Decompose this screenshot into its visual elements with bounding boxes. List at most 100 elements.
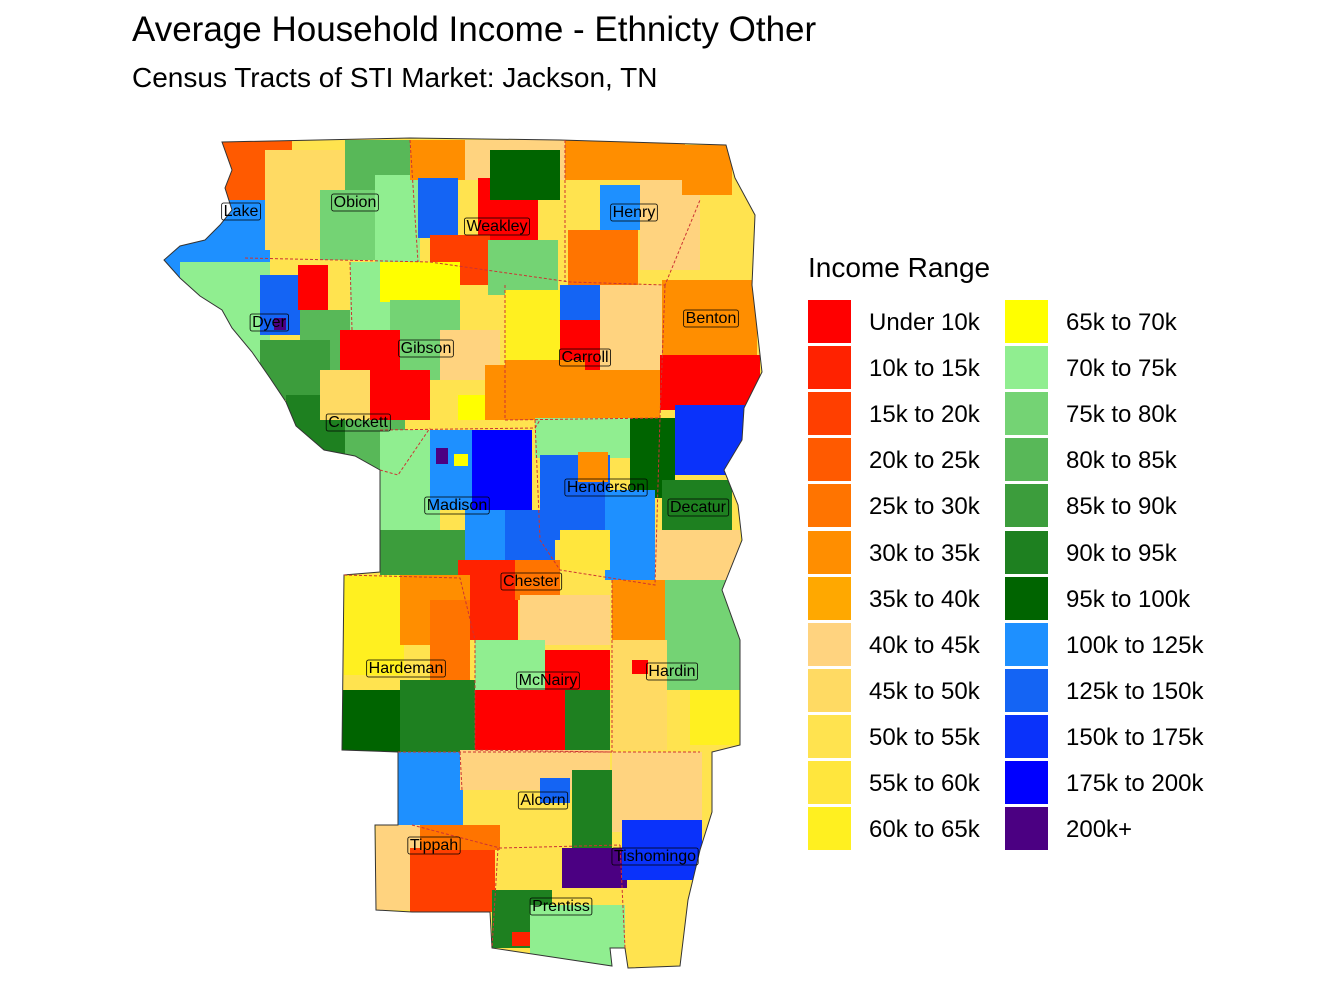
region-outline (163, 137, 763, 969)
county-label-box (646, 662, 698, 681)
county-label-box (517, 791, 569, 810)
legend-label: 50k to 55k (869, 723, 980, 751)
legend-swatch (808, 761, 851, 804)
tract (515, 560, 560, 600)
tract (342, 690, 402, 752)
county-label-box (221, 202, 261, 221)
county-label-tishomingo: Tishomingo (611, 847, 699, 866)
tract (632, 660, 648, 674)
legend-label: 45k to 50k (869, 677, 980, 705)
county-label-gibson: Gibson (398, 339, 454, 358)
legend-swatch (808, 438, 851, 482)
tract (454, 454, 468, 466)
tract (700, 200, 755, 290)
tract (612, 580, 667, 640)
county-label-box (398, 339, 454, 358)
legend-swatch (1005, 807, 1048, 851)
legend-swatch (808, 484, 851, 528)
tract (475, 640, 545, 690)
legend-swatch (808, 346, 851, 390)
tract (690, 690, 740, 745)
county-label-box (610, 203, 658, 222)
tract (578, 452, 608, 482)
tract (505, 360, 585, 420)
county-boundaries (244, 139, 701, 949)
legend-label: 70k to 75k (1066, 355, 1177, 383)
legend-label: 175k to 200k (1066, 770, 1204, 797)
legend-label: 60k to 65k (869, 816, 980, 844)
legend-label: Under 10k (869, 309, 980, 336)
legend-label: 90k to 95k (1066, 539, 1177, 567)
legend-label: 75k to 80k (1066, 401, 1177, 429)
county-label-benton: Benton (683, 309, 739, 328)
legend-title: Income Range (808, 252, 991, 283)
county-label-box (559, 348, 611, 367)
legend-swatch (808, 300, 851, 343)
tract (622, 820, 702, 880)
tract (436, 448, 448, 464)
county-label-text: Crockett (328, 414, 388, 431)
tract (612, 640, 667, 750)
legend-label: 25k to 30k (869, 493, 980, 521)
legend-swatch (808, 668, 851, 712)
county-label-text: Gibson (401, 340, 452, 357)
legend-swatch (1005, 576, 1048, 620)
legend-swatch (1005, 484, 1048, 528)
tract (418, 178, 458, 238)
county-label-text: Chester (503, 573, 560, 590)
legend-label: 55k to 60k (869, 770, 980, 797)
legend-swatch (1005, 346, 1048, 390)
county-label-dyer: Dyer (249, 313, 289, 332)
county-label-text: McNairy (519, 672, 578, 689)
tract (600, 285, 665, 375)
county-label-box (366, 659, 446, 678)
tract (375, 175, 420, 265)
legend-swatch (1005, 300, 1048, 343)
county-label-decatur: Decatur (667, 498, 730, 517)
map-title: Average Household Income - Ethnicty Othe… (132, 10, 817, 49)
tract (410, 140, 465, 180)
county-label-text: Hardin (648, 663, 695, 680)
tract (628, 880, 688, 968)
county-label-text: Madison (427, 497, 487, 514)
legend-swatch (1005, 668, 1048, 712)
legend-swatch (1005, 438, 1048, 482)
tract (568, 230, 638, 285)
tract (274, 318, 286, 330)
county-label-hardeman: Hardeman (366, 659, 446, 678)
county-label-box (407, 836, 461, 855)
county-label-box (249, 313, 289, 332)
tract (370, 370, 430, 420)
county-label-box (667, 498, 730, 517)
legend-swatch (1005, 392, 1048, 436)
tract (320, 370, 370, 420)
tract (562, 848, 627, 888)
county-label-text: Hardeman (369, 660, 444, 677)
tract (662, 280, 757, 360)
county-label-lake: Lake (221, 202, 261, 221)
tract (560, 530, 610, 570)
county-label-prentiss: Prentiss (529, 897, 593, 916)
county-label-tippah: Tippah (407, 836, 461, 855)
tract (560, 285, 600, 320)
county-label-henderson: Henderson (564, 478, 648, 497)
tract (458, 395, 488, 420)
county-label-text: Henry (613, 204, 656, 221)
legend-label: 125k to 150k (1066, 677, 1204, 705)
legend-label: 30k to 35k (869, 539, 980, 567)
legend-swatch (1005, 530, 1048, 574)
county-label-crockett: Crockett (325, 413, 391, 432)
county-label-box (611, 847, 699, 866)
map-subtitle: Census Tracts of STI Market: Jackson, TN (132, 62, 658, 93)
tract (682, 145, 732, 195)
legend-label: 200k+ (1066, 816, 1133, 844)
legend-swatch (808, 807, 851, 851)
county-label-text: Tippah (410, 837, 458, 854)
county-label-text: Tishomingo (614, 848, 696, 865)
tract (380, 262, 460, 302)
tract (475, 690, 565, 750)
county-label-carroll: Carroll (559, 348, 611, 367)
county-label-box (500, 572, 563, 591)
county-label-text: Alcorn (520, 792, 565, 809)
tract (660, 355, 760, 410)
